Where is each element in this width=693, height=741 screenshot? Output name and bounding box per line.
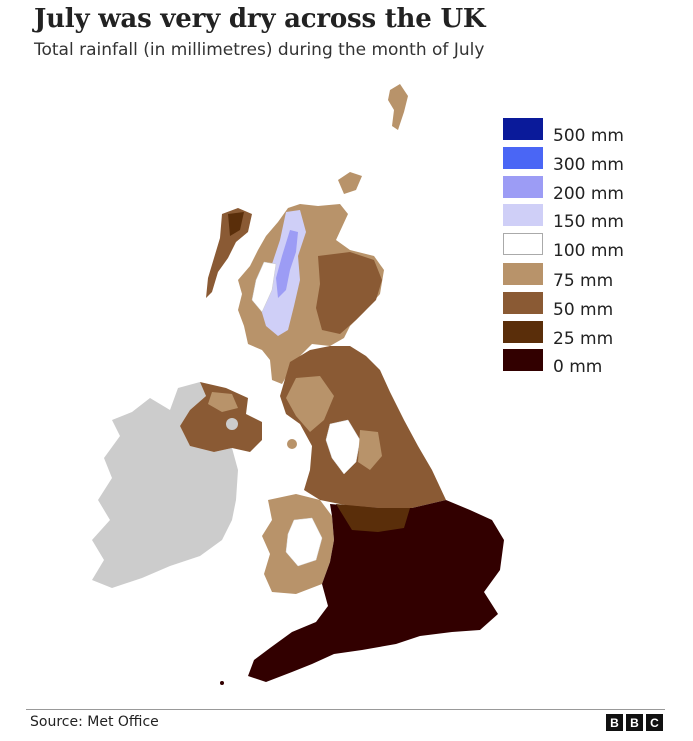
midlands-mid [336, 504, 410, 532]
legend-swatch-75 [503, 263, 543, 285]
legend-item-200: 200 mm [503, 176, 643, 204]
northern-england [280, 346, 446, 508]
orkney [338, 172, 362, 194]
ireland-landmass [92, 382, 238, 588]
legend-item-300: 300 mm [503, 147, 643, 175]
lough-neagh [226, 418, 238, 430]
hebrides-dark [228, 212, 244, 236]
source-credit: Source: Met Office [30, 714, 159, 730]
legend-label-100: 100 mm [553, 241, 624, 261]
scilly-isles [220, 681, 224, 685]
legend-swatch-100 [503, 233, 543, 255]
bbc-logo-letter: B [626, 714, 643, 731]
legend-item-500: 500 mm [503, 118, 643, 146]
scotland-wettest [276, 230, 298, 298]
chart-title: July was very dry across the UK [34, 4, 486, 34]
shetland [388, 84, 408, 130]
southern-england [248, 500, 504, 682]
legend-item-0: 0 mm [503, 349, 643, 377]
legend-swatch-300 [503, 147, 543, 169]
legend-swatch-150 [503, 204, 543, 226]
legend-swatch-0 [503, 349, 543, 371]
bbc-logo-letter: C [646, 714, 663, 731]
legend-label-300: 300 mm [553, 155, 624, 175]
scotland [238, 204, 384, 384]
legend-label-200: 200 mm [553, 184, 624, 204]
hebrides [206, 208, 252, 298]
wales-wet [285, 517, 323, 567]
legend-swatch-25 [503, 321, 543, 343]
legend-item-150: 150 mm [503, 204, 643, 232]
bbc-logo: B B C [606, 714, 663, 731]
legend-label-150: 150 mm [553, 212, 624, 232]
legend-item-100: 100 mm [503, 233, 643, 261]
pennines-light [358, 430, 382, 470]
chart-subtitle: Total rainfall (in millimetres) during t… [34, 40, 485, 60]
legend-label-50: 50 mm [553, 300, 614, 320]
legend-swatch-200 [503, 176, 543, 198]
legend-item-50: 50 mm [503, 292, 643, 320]
legend-swatch-50 [503, 292, 543, 314]
scotland-dark [316, 252, 382, 334]
northern-ireland-light [208, 392, 238, 412]
legend-swatch-500 [503, 118, 543, 140]
legend-item-25: 25 mm [503, 321, 643, 349]
isle-of-man [287, 439, 297, 449]
legend-label-500: 500 mm [553, 126, 624, 146]
legend-label-0: 0 mm [553, 357, 603, 377]
legend-item-75: 75 mm [503, 263, 643, 291]
northern-england-light [286, 376, 334, 432]
scotland-100mm [251, 261, 277, 313]
pennines-wet [325, 419, 361, 475]
footer-divider [26, 709, 665, 710]
bbc-logo-letter: B [606, 714, 623, 731]
northern-ireland [180, 382, 262, 452]
legend-label-25: 25 mm [553, 329, 614, 349]
legend-label-75: 75 mm [553, 271, 614, 291]
